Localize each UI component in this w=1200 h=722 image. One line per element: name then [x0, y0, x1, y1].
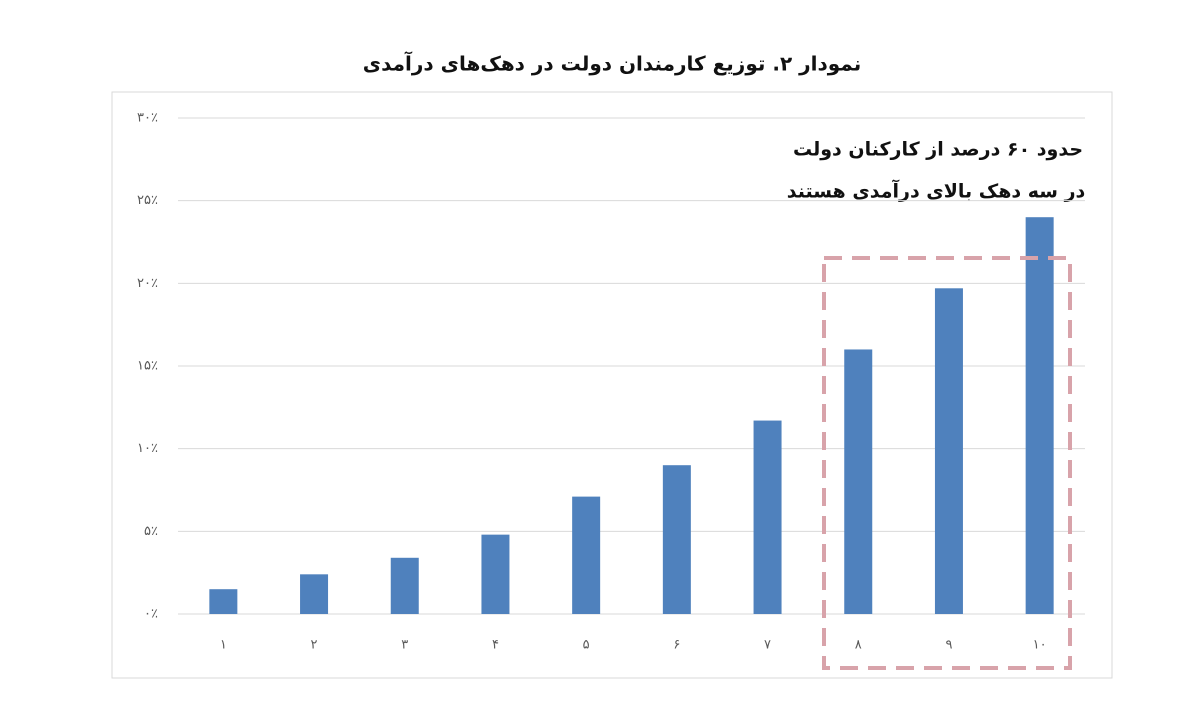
y-tick-label: ۲۵٪	[137, 193, 158, 208]
bar	[209, 589, 238, 614]
y-tick-label: ۱۰٪	[137, 441, 158, 456]
chart-title: نمودار ۲. توزیع کارمندان دولت در دهک‌های…	[363, 51, 861, 76]
x-tick-label: ۹	[945, 638, 952, 653]
bar	[934, 288, 963, 614]
x-tick-label: ۲	[311, 638, 318, 653]
chart-frame	[111, 91, 1113, 679]
y-tick-label: ۵٪	[144, 524, 158, 539]
bar	[572, 496, 601, 614]
bar	[390, 557, 419, 614]
plot-area: ۰٪ ۵٪ ۱۰٪ ۱۵٪ ۲۰٪ ۲۵٪ ۳۰٪ ۱ ۲ ۳ ۴ ۵ ۶ ۷ ۸ ۹ ۱۰	[137, 111, 1085, 653]
bar	[1025, 217, 1054, 614]
x-tick-label: ۴	[492, 638, 499, 653]
y-tick-label: ۰٪	[144, 607, 158, 622]
bar	[844, 349, 873, 614]
x-tick-label: ۸	[855, 638, 862, 653]
y-tick-label: ۳۰٪	[137, 111, 158, 126]
x-tick-label: ۵	[583, 638, 590, 653]
x-tick-label: ۱۰	[1033, 638, 1047, 653]
annotation: حدود ۶۰ درصد از کارکنان دولت	[793, 139, 1083, 161]
y-tick-label: ۱۵٪	[137, 359, 158, 374]
bar	[481, 534, 510, 614]
y-tick-label: ۲۰٪	[137, 276, 158, 291]
x-tick-label: ۱	[220, 638, 227, 653]
x-tick-label: ۳	[401, 638, 408, 653]
bar	[662, 465, 691, 614]
x-tick-label: ۷	[764, 638, 771, 653]
annotation: در سه دهک بالای درآمدی هستند	[787, 179, 1086, 203]
highlight-box	[822, 256, 1072, 670]
bar	[753, 420, 782, 614]
x-tick-label: ۶	[673, 638, 680, 653]
bar	[300, 574, 329, 614]
